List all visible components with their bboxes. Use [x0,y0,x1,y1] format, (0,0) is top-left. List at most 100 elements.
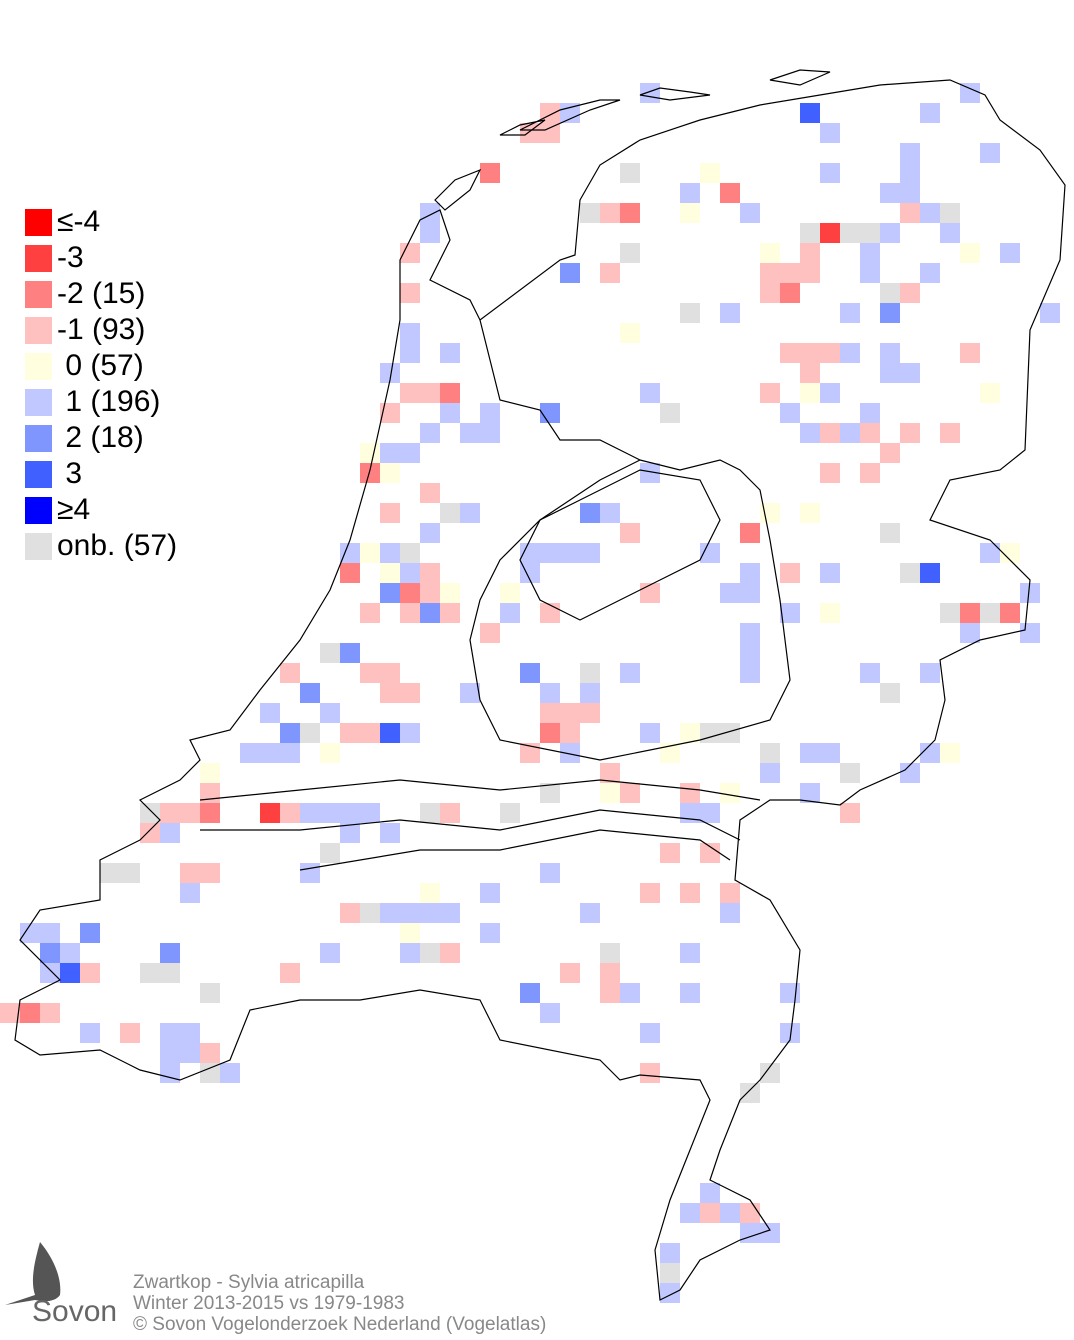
grid-cell [640,583,660,603]
grid-cell [500,803,520,823]
grid-cell [520,663,540,683]
grid-cell [380,823,400,843]
grid-cell [320,943,340,963]
grid-cell [480,623,500,643]
grid-cell [400,383,420,403]
grid-cell [200,1063,220,1083]
grid-cell [820,123,840,143]
grid-cell [640,83,660,103]
grid-cell [980,543,1000,563]
legend-swatch [25,244,52,272]
grid-cell [620,663,640,683]
grid-cell [400,283,420,303]
grid-cell [560,723,580,743]
grid-cell [640,463,660,483]
legend-label: -2 (15) [57,277,146,310]
grid-cell [660,743,680,763]
island-texel [434,168,482,211]
grid-cell [980,603,1000,623]
legend-item: 1 (196) [25,384,177,420]
island-ameland [639,87,711,101]
grid-cell [720,723,740,743]
grid-cell [660,1283,680,1303]
grid-cell [540,723,560,743]
grid-cell [560,743,580,763]
grid-cell [760,1063,780,1083]
legend-swatch [25,388,52,416]
grid-cell [620,523,640,543]
grid-cell [480,163,500,183]
grid-cell [340,723,360,743]
grid-cell [600,203,620,223]
grid-cell [540,703,560,723]
grid-cell [600,943,620,963]
grid-cell [620,783,640,803]
copyright: © Sovon Vogelonderzoek Nederland (Vogela… [133,1314,547,1335]
grid-cell [260,703,280,723]
grid-cell [440,603,460,623]
grid-cell [600,763,620,783]
grid-cell [180,883,200,903]
grid-cell [740,623,760,643]
grid-cell [420,943,440,963]
grid-cell [160,943,180,963]
grid-cell [60,943,80,963]
grid-cell [760,763,780,783]
grid-cell [440,583,460,603]
grid-cell [760,743,780,763]
grid-cell [820,463,840,483]
grid-cell [400,723,420,743]
legend-swatch [25,208,52,236]
grid-cell [640,1023,660,1043]
grid-cell [980,143,1000,163]
grid-cell [380,463,400,483]
grid-cell [900,203,920,223]
mainland-outline [14,79,1066,1301]
grid-cell [20,923,40,943]
grid-cell [480,923,500,943]
grid-cell [420,563,440,583]
grid-cell [340,823,360,843]
grid-cell [740,1203,760,1223]
grid-cell [600,963,620,983]
grid-cell [380,663,400,683]
grid-cell [580,543,600,563]
legend-item: onb. (57) [25,528,177,564]
grid-cell [760,283,780,303]
grid-cell [1000,603,1020,623]
country-outline [14,69,1066,1301]
grid-cell [180,1043,200,1063]
legend-item: ≤-4 [25,204,177,240]
grid-cell [800,223,820,243]
grid-cells [0,83,1060,1303]
grid-cell [280,743,300,763]
grid-cell [360,663,380,683]
grid-cell [400,343,420,363]
grid-cell [140,803,160,823]
grid-cell [380,583,400,603]
grid-cell [680,723,700,743]
legend-swatch [25,424,52,452]
grid-cell [820,223,840,243]
grid-cell [280,723,300,743]
grid-cell [820,163,840,183]
grid-cell [540,783,560,803]
grid-cell [880,303,900,323]
legend-swatch [25,316,52,344]
grid-cell [540,403,560,423]
grid-cell [600,263,620,283]
grid-cell [140,823,160,843]
grid-cell [360,603,380,623]
legend-swatch [25,352,52,380]
period: Winter 2013-2015 vs 1979-1983 [133,1293,405,1314]
grid-cell [780,1023,800,1043]
grid-cell [440,383,460,403]
grid-cell [700,163,720,183]
grid-cell [820,383,840,403]
grid-cell [420,223,440,243]
grid-cell [380,543,400,563]
grid-cell [80,963,100,983]
grid-cell [360,723,380,743]
grid-cell [320,703,340,723]
